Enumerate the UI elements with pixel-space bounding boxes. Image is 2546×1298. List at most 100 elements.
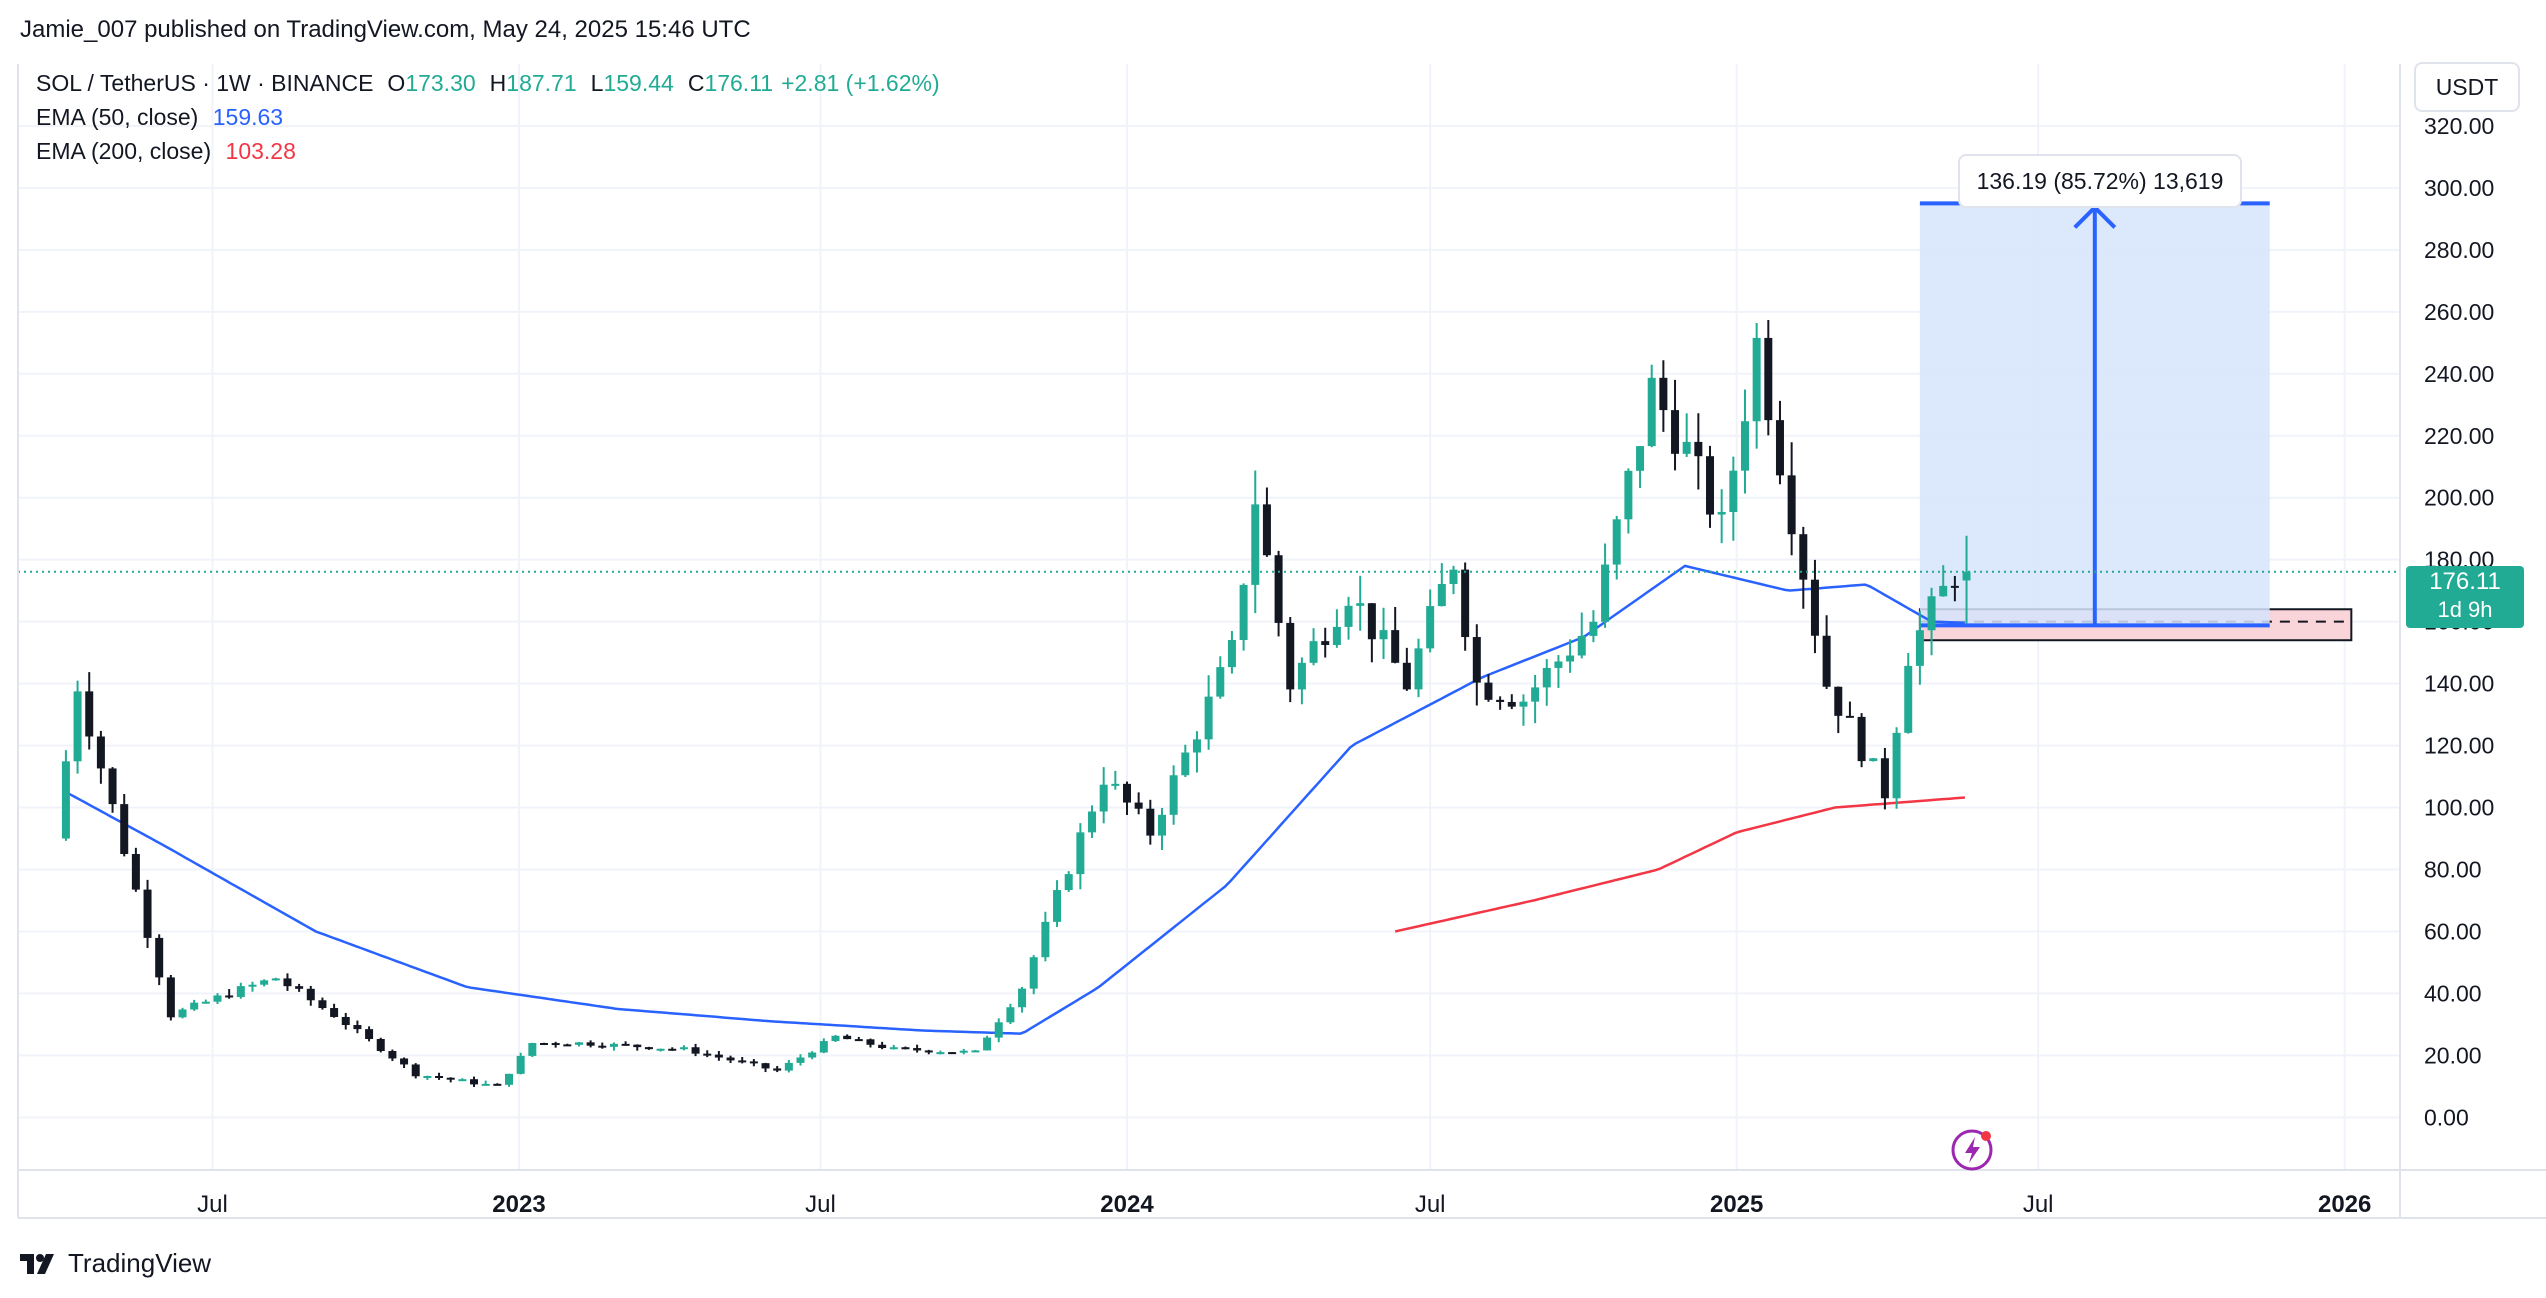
currency-button[interactable]: USDT: [2414, 62, 2520, 112]
y-tick-label: 100.00: [2424, 795, 2494, 821]
candle-up: [1309, 641, 1318, 663]
candle-down: [1799, 534, 1808, 580]
x-tick-label: 2024: [1100, 1191, 1154, 1218]
candle-up: [983, 1037, 992, 1051]
candle-down: [854, 1039, 863, 1042]
candle-up: [423, 1076, 432, 1079]
candle-down: [306, 988, 315, 1001]
candle-up: [260, 980, 269, 985]
candle-up: [796, 1057, 805, 1063]
lightning-snapshot-icon[interactable]: [1950, 1126, 1998, 1174]
candle-down: [644, 1047, 653, 1050]
candle-down: [714, 1054, 723, 1058]
candle-down: [470, 1079, 479, 1085]
x-tick-label: 2025: [1710, 1191, 1763, 1218]
candle-down: [1391, 630, 1400, 663]
candle-down: [1262, 504, 1271, 556]
candle-down: [539, 1043, 548, 1046]
candle-down: [948, 1052, 957, 1055]
candle-down: [318, 1000, 327, 1009]
candle-down: [1286, 622, 1295, 690]
x-tick-label: Jul: [1415, 1191, 1446, 1218]
candle-down: [1822, 635, 1831, 687]
candle-up: [1332, 626, 1341, 645]
candle-down: [551, 1043, 560, 1046]
candle-down: [563, 1044, 572, 1047]
candle-up: [1029, 957, 1038, 989]
candle-up: [178, 1009, 187, 1018]
candle-up: [1729, 470, 1738, 512]
candle-up: [574, 1042, 583, 1045]
candle-up: [1414, 648, 1423, 690]
candle-down: [1706, 456, 1715, 515]
candle-up: [1554, 661, 1563, 668]
y-tick-label: 240.00: [2424, 361, 2494, 387]
candle-up: [1717, 511, 1726, 515]
candle-down: [155, 937, 164, 978]
tradingview-brand[interactable]: TradingView: [20, 1248, 211, 1279]
last-price: 176.11: [2429, 568, 2501, 595]
ema50-legend[interactable]: EMA (50, close) 159.63: [36, 104, 283, 131]
candle-up: [994, 1022, 1003, 1038]
y-tick-label: 320.00: [2424, 113, 2494, 139]
candle-up: [1927, 596, 1936, 631]
candle-down: [1134, 802, 1143, 809]
candle-down: [924, 1050, 933, 1053]
drawing-layer: [1918, 201, 2353, 642]
brand-name: TradingView: [68, 1248, 212, 1278]
candle-down: [96, 736, 105, 769]
ema200-legend[interactable]: EMA (200, close) 103.28: [36, 138, 296, 165]
open-value: 173.30: [405, 70, 476, 96]
candles: [18, 319, 2400, 1088]
candle-up: [679, 1047, 688, 1050]
candle-up: [1076, 832, 1085, 875]
candle-down: [866, 1039, 875, 1045]
candle-down: [1857, 716, 1866, 762]
y-tick-label: 80.00: [2424, 856, 2482, 882]
candle-down: [1659, 377, 1668, 411]
candle-down: [353, 1025, 362, 1030]
candle-down: [1461, 569, 1470, 638]
close-value: 176.11: [704, 70, 774, 96]
candle-up: [1157, 814, 1166, 836]
publish-info: Jamie_007 published on TradingView.com, …: [20, 16, 751, 43]
candle-up: [1752, 337, 1761, 422]
candle-down: [283, 978, 292, 987]
measure-label: 136.19 (85.72%) 13,619: [1958, 154, 2242, 208]
candle-down: [878, 1044, 887, 1049]
y-tick-label: 20.00: [2424, 1042, 2482, 1068]
candle-down: [1845, 715, 1854, 718]
candle-down: [131, 854, 140, 890]
candle-up: [971, 1050, 980, 1053]
y-tick-label: 300.00: [2424, 175, 2494, 201]
candle-down: [749, 1061, 758, 1064]
candle-down: [85, 691, 94, 737]
candle-down: [726, 1057, 735, 1061]
candle-down: [901, 1047, 910, 1050]
candle-up: [1892, 732, 1901, 799]
candle-down: [1496, 699, 1505, 702]
candle-up: [528, 1043, 537, 1056]
low-label: L: [590, 70, 604, 96]
ema-lines: [65, 564, 1965, 1035]
candle-up: [190, 1002, 199, 1010]
candle-up: [1740, 421, 1749, 471]
ema200-value: 103.28: [225, 138, 296, 164]
close-label: C: [687, 70, 705, 96]
candle-up: [1869, 758, 1878, 762]
candle-up: [1006, 1007, 1015, 1023]
candle-down: [1367, 603, 1376, 640]
candle-up: [1018, 988, 1027, 1008]
symbol-name[interactable]: SOL / TetherUS · 1W · BINANCE: [36, 70, 374, 96]
candle-up: [1356, 603, 1365, 606]
candle-up: [1169, 775, 1178, 815]
axes: 320.00 300.00 280.00 260.00 240.00 220.00 200.…: [17, 64, 2546, 1219]
candle-up: [1647, 377, 1656, 447]
candle-up: [1601, 564, 1610, 622]
candle-up: [1542, 667, 1551, 688]
candle-up: [1437, 583, 1446, 607]
ema200-line: [1394, 796, 1965, 933]
candle-down: [1764, 337, 1773, 421]
candle-down: [1146, 808, 1155, 836]
